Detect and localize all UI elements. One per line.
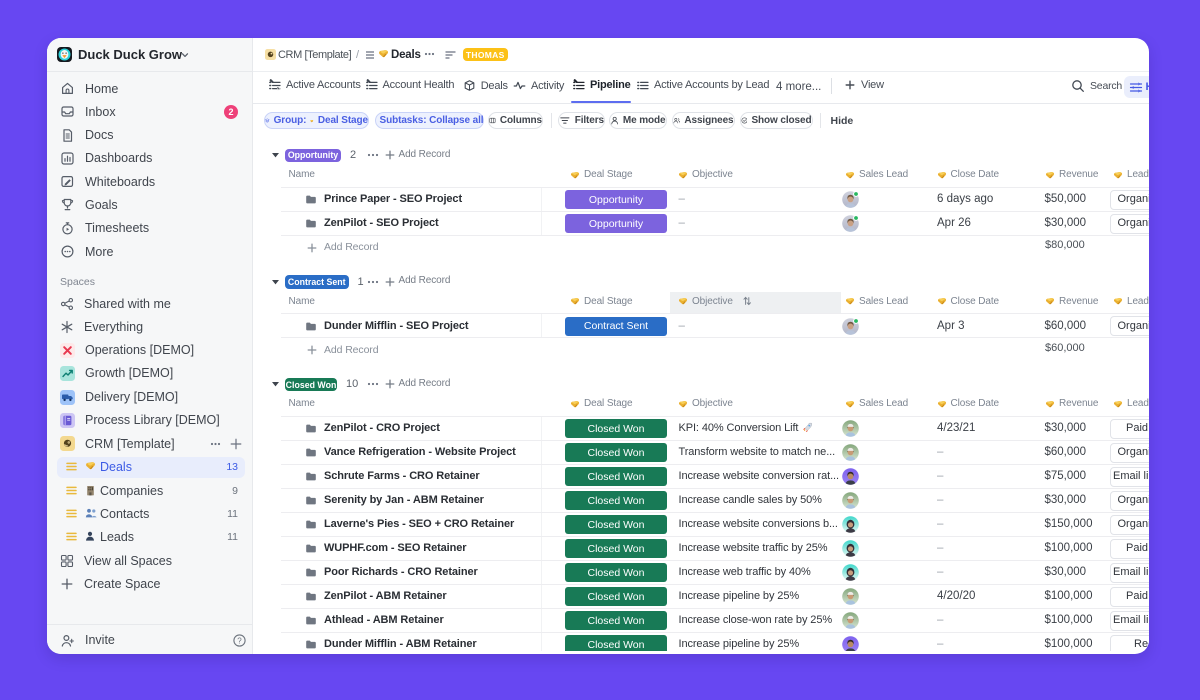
- svg-text:?: ?: [237, 636, 242, 645]
